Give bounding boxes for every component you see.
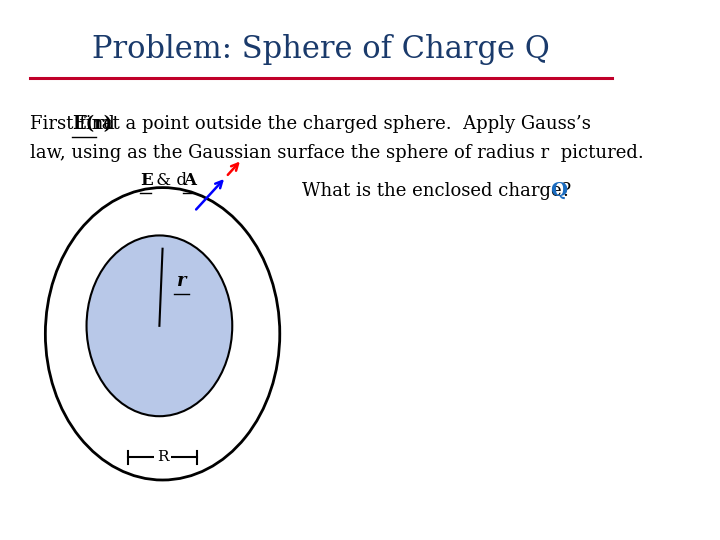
Text: law, using as the Gaussian surface the sphere of radius r  pictured.: law, using as the Gaussian surface the s… [30,144,643,162]
Text: R: R [157,450,168,464]
Text: E: E [140,172,153,189]
Text: First find: First find [30,115,120,133]
Text: at a point outside the charged sphere.  Apply Gauss’s: at a point outside the charged sphere. A… [96,115,591,133]
Ellipse shape [45,187,280,480]
Text: r: r [177,272,186,289]
Text: E(r): E(r) [72,115,112,133]
Text: Q: Q [550,183,567,200]
Text: Problem: Sphere of Charge Q: Problem: Sphere of Charge Q [92,34,550,65]
Text: & d: & d [150,172,186,189]
Ellipse shape [86,235,233,416]
Text: A: A [184,172,197,189]
Text: What is the enclosed charge?: What is the enclosed charge? [302,183,571,200]
